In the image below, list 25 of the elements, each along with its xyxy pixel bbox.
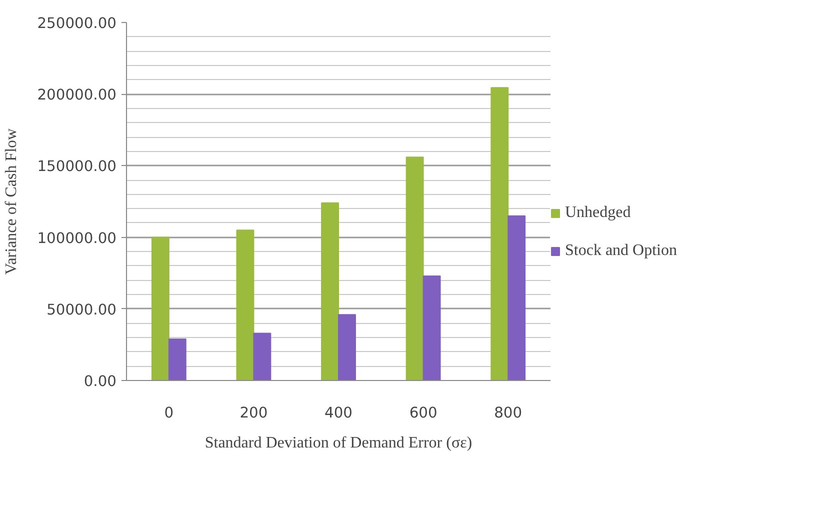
x-tick-label: 600 (409, 404, 438, 422)
x-tick-label: 0 (164, 404, 174, 422)
bar (168, 338, 186, 380)
bar (490, 87, 509, 380)
x-axis-title: Standard Deviation of Demand Error (σε) (204, 434, 472, 452)
bar (338, 314, 356, 380)
bar (422, 275, 441, 380)
x-tick-label: 400 (324, 404, 352, 422)
bar (253, 332, 272, 380)
y-tick-label: 0.00 (84, 373, 117, 390)
bar (151, 236, 170, 380)
y-tick-label: 150000.00 (37, 158, 117, 176)
legend-label: Unhedged (565, 204, 631, 222)
y-tick-label: 100000.00 (37, 230, 117, 247)
y-tick-label: 200000.00 (37, 86, 117, 104)
bar (321, 202, 339, 380)
legend-label: Stock and Option (565, 242, 677, 260)
y-tick-label: 250000.00 (37, 15, 117, 32)
bar (236, 230, 254, 380)
y-tick-label: 50000.00 (46, 301, 117, 318)
bar (406, 156, 424, 380)
bar (508, 215, 526, 380)
x-tick-label: 800 (494, 404, 522, 422)
y-axis-title: Variance of Cash Flow (3, 128, 20, 275)
x-tick-label: 200 (240, 404, 268, 422)
